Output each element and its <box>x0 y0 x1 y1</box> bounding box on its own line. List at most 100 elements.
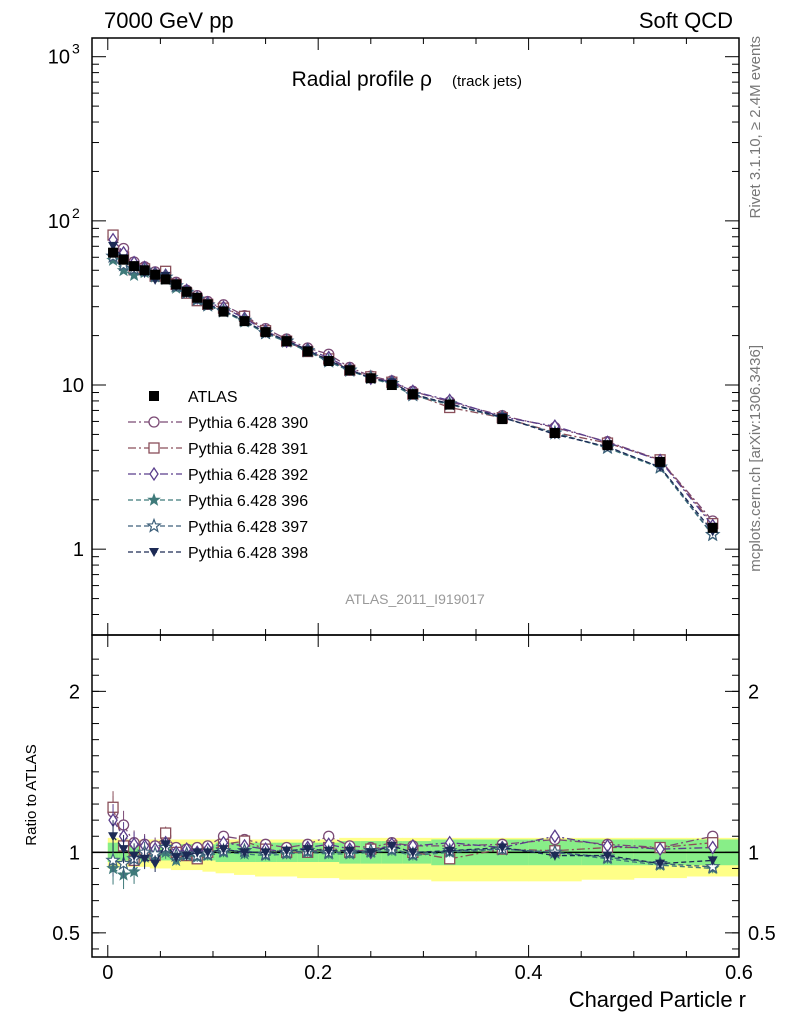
y-tick-label: 10 <box>62 375 84 397</box>
ratio-series-line-1 <box>112 807 713 862</box>
legend: ATLAS Pythia 6.428 390 Pythia 6.428 391 Pyt… <box>128 389 308 562</box>
ratio-series-line-2 <box>112 819 713 854</box>
ratio-series-point <box>202 848 213 858</box>
ratio-series-point <box>118 845 129 855</box>
legend-marker <box>146 517 162 533</box>
side-label-mcplots: mcplots.cern.ch [arXiv:1306.3436] <box>747 345 764 572</box>
ratio-plot-marks <box>105 791 721 890</box>
ratio-series-point <box>139 854 150 864</box>
ratio-y-tick-label-left: 1 <box>69 842 80 864</box>
ratio-y-axis-label: Ratio to ATLAS <box>23 744 40 845</box>
ratio-series-point <box>127 864 141 878</box>
y-tick-label-exponent: 2 <box>72 205 80 221</box>
y-tick-label-exponent: 3 <box>72 41 80 57</box>
ratio-series-point <box>150 859 161 869</box>
main-series-line-0 <box>112 236 714 522</box>
y-tick-label: 10 <box>48 211 70 233</box>
ratio-series-point <box>218 845 229 855</box>
data-point <box>218 306 229 317</box>
side-label-rivet: Rivet 3.1.10, ≥ 2.4M events <box>747 36 764 219</box>
data-point <box>202 299 213 310</box>
ratio-series-line-3 <box>112 848 713 876</box>
legend-marker <box>148 442 160 454</box>
data-point <box>549 428 560 439</box>
data-point <box>386 380 397 391</box>
legend-label: Pythia 6.428 391 <box>188 441 308 458</box>
legend-label: Pythia 6.428 392 <box>188 467 308 484</box>
ratio-series-line-5 <box>112 835 713 865</box>
ratio-series-point <box>386 841 397 851</box>
legend-label: Pythia 6.428 396 <box>188 493 308 510</box>
data-point <box>344 365 355 376</box>
ratio-series-point <box>707 856 718 866</box>
data-point <box>118 254 129 265</box>
main-series-point <box>116 263 131 277</box>
ratio-y-tick-label-left: 0.5 <box>52 923 80 945</box>
ratio-series-line-4 <box>112 846 713 868</box>
data-point <box>160 274 171 285</box>
ratio-series-point <box>549 851 560 861</box>
legend-marker <box>149 548 159 557</box>
ratio-series-point <box>171 853 182 863</box>
legend-label: Pythia 6.428 397 <box>188 519 308 536</box>
ratio-series-point <box>602 851 613 861</box>
x-tick-label: 0.4 <box>515 962 543 984</box>
x-tick-label: 0.2 <box>304 962 332 984</box>
main-series-point <box>127 268 141 282</box>
data-point <box>302 346 313 357</box>
x-tick-label: 0 <box>102 962 113 984</box>
chart-title-note: (track jets) <box>452 73 522 90</box>
chart-title: Radial profile ρ <box>292 68 432 91</box>
ratio-y-tick-label-right: 1 <box>748 842 759 864</box>
ratio-series-point <box>239 848 250 858</box>
ratio-series-point <box>108 832 119 842</box>
ratio-series-point <box>655 841 665 857</box>
ratio-series-point <box>181 851 192 861</box>
ratio-series-point <box>323 846 334 856</box>
ratio-series-point <box>704 858 721 874</box>
ratio-y-tick-label-right: 0.5 <box>748 923 776 945</box>
legend-marker-data <box>149 391 159 401</box>
main-plot-marks <box>105 229 721 542</box>
ratio-series-point <box>365 848 376 858</box>
data-point <box>239 316 250 327</box>
data-point <box>108 247 119 258</box>
header-right-label: Soft QCD <box>639 8 733 33</box>
ratio-series-point <box>160 840 171 850</box>
data-point <box>150 269 161 280</box>
ratio-series-point <box>407 848 418 858</box>
data-point <box>444 399 455 410</box>
data-point <box>129 261 140 272</box>
data-point <box>181 286 192 297</box>
data-point <box>602 440 613 451</box>
legend-marker <box>147 492 161 506</box>
ratio-plot-frame <box>91 634 740 958</box>
data-point <box>655 456 666 467</box>
data-point <box>260 327 271 338</box>
analysis-watermark: ATLAS_2011_I919017 <box>345 591 485 607</box>
legend-marker <box>149 466 159 482</box>
y-tick-label: 1 <box>73 539 84 561</box>
legend-marker <box>148 416 160 428</box>
ratio-series-point <box>497 843 508 853</box>
data-point <box>171 279 182 290</box>
ratio-series-point <box>344 846 355 856</box>
data-point <box>407 389 418 400</box>
ratio-series-point <box>105 852 121 868</box>
data-point <box>497 414 508 425</box>
x-tick-label: 0.6 <box>725 962 753 984</box>
legend-label-data: ATLAS <box>188 389 238 406</box>
data-point <box>707 522 718 533</box>
ratio-series-point <box>550 829 560 844</box>
main-series-point <box>108 241 119 251</box>
ratio-series-point <box>707 840 718 855</box>
header-left-label: 7000 GeV pp <box>104 8 234 33</box>
ratio-series-point <box>281 846 292 856</box>
data-point <box>139 265 150 276</box>
data-point <box>281 336 292 347</box>
data-point <box>192 292 203 303</box>
ratio-series-point <box>192 848 203 858</box>
ratio-series-point <box>655 859 666 869</box>
